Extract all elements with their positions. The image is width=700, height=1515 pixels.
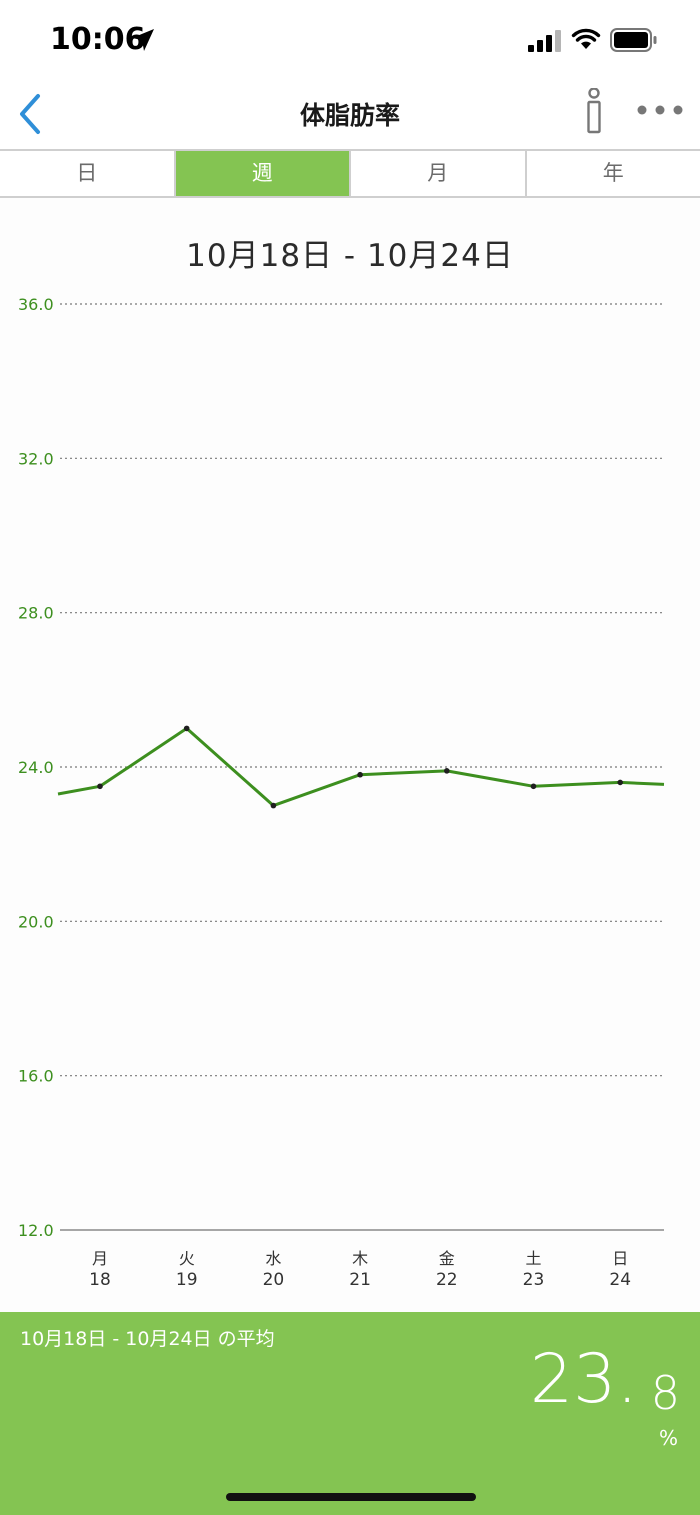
x-tick-weekday: 火 — [179, 1249, 195, 1268]
y-tick-label: 20.0 — [18, 912, 54, 931]
y-tick-label: 24.0 — [18, 758, 54, 777]
data-point — [270, 802, 277, 809]
y-tick-label: 16.0 — [18, 1067, 54, 1086]
chart-area: 10月18日 - 10月24日 36.0 32.0 28.0 24.0 20.0 16.0… — [0, 198, 700, 1312]
tab-week[interactable]: 週 — [175, 151, 351, 196]
average-summary-panel: 10月18日 - 10月24日 の平均 23. 8 % — [0, 1312, 700, 1515]
x-tick-date: 20 — [263, 1270, 285, 1290]
data-point — [357, 771, 363, 778]
wifi-icon — [571, 28, 601, 49]
average-unit: % — [658, 1426, 678, 1450]
location-arrow-icon — [132, 29, 154, 51]
date-range-title: 10月18日 - 10月24日 — [186, 238, 514, 274]
more-options-icon[interactable] — [634, 98, 686, 122]
data-point — [183, 725, 190, 732]
x-tick-weekday: 金 — [439, 1249, 455, 1268]
period-tabs: 日 週 月 年 — [0, 149, 700, 198]
x-tick-date: 24 — [609, 1270, 631, 1290]
y-tick-label: 28.0 — [18, 604, 54, 623]
average-value-integer: 23. — [529, 1340, 638, 1419]
y-tick-label: 36.0 — [18, 295, 54, 314]
body-fat-line-chart: 36.0 32.0 28.0 24.0 20.0 16.0 12.0 月 18 火 19 水 20 木 21… — [18, 295, 665, 1290]
average-value-decimal: 8 — [650, 1366, 680, 1420]
nav-bar: 体脂肪率 — [0, 80, 700, 150]
page-title: 体脂肪率 — [299, 101, 400, 130]
average-label: 10月18日 - 10月24日 の平均 — [20, 1328, 275, 1350]
status-time: 10:06 — [50, 22, 146, 57]
x-tick-date: 21 — [349, 1270, 371, 1290]
y-tick-label: 12.0 — [18, 1221, 54, 1240]
cellular-signal-icon — [528, 30, 561, 52]
x-tick-date: 18 — [89, 1270, 111, 1290]
data-point — [530, 783, 537, 790]
x-tick-date: 22 — [436, 1270, 458, 1290]
x-tick-weekday: 土 — [525, 1249, 541, 1268]
x-tick-weekday: 木 — [352, 1249, 368, 1268]
x-tick-date: 23 — [523, 1270, 545, 1290]
tab-month[interactable]: 月 — [351, 151, 527, 196]
data-point — [97, 783, 103, 790]
data-point — [444, 768, 450, 774]
tab-day[interactable]: 日 — [0, 151, 176, 196]
x-tick-weekday: 水 — [265, 1249, 281, 1268]
back-chevron-icon[interactable] — [14, 90, 50, 138]
data-point — [617, 779, 623, 786]
battery-icon — [610, 28, 657, 52]
y-tick-label: 32.0 — [18, 449, 54, 468]
status-bar: 10:06 — [0, 0, 700, 80]
home-indicator[interactable] — [226, 1493, 476, 1501]
x-tick-weekday: 月 — [92, 1249, 108, 1268]
info-icon[interactable] — [578, 88, 610, 134]
x-tick-weekday: 日 — [612, 1249, 628, 1268]
x-tick-date: 19 — [176, 1270, 198, 1290]
tab-year[interactable]: 年 — [602, 161, 624, 185]
